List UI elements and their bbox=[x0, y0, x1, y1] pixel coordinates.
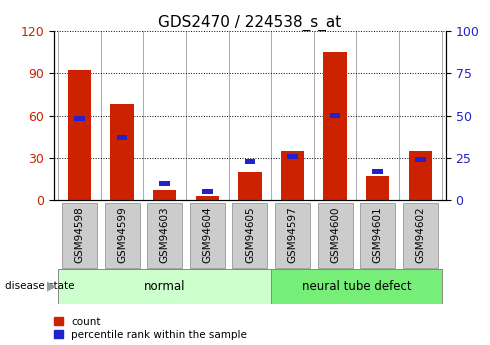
Bar bbox=[58, 269, 271, 304]
Text: GSM94597: GSM94597 bbox=[288, 206, 297, 263]
Text: disease state: disease state bbox=[5, 282, 74, 291]
Bar bbox=[245, 159, 255, 164]
FancyBboxPatch shape bbox=[403, 203, 438, 268]
Bar bbox=[202, 189, 213, 194]
Bar bbox=[271, 269, 441, 304]
Bar bbox=[110, 104, 134, 200]
FancyBboxPatch shape bbox=[147, 203, 182, 268]
Text: GSM94604: GSM94604 bbox=[202, 206, 212, 263]
Legend: count, percentile rank within the sample: count, percentile rank within the sample bbox=[54, 317, 247, 340]
Text: GSM94602: GSM94602 bbox=[416, 206, 425, 263]
FancyBboxPatch shape bbox=[360, 203, 395, 268]
FancyBboxPatch shape bbox=[232, 203, 268, 268]
Bar bbox=[409, 151, 432, 200]
Bar bbox=[238, 172, 262, 200]
FancyBboxPatch shape bbox=[318, 203, 353, 268]
Text: GSM94601: GSM94601 bbox=[373, 206, 383, 263]
Bar bbox=[74, 117, 85, 121]
Bar bbox=[323, 52, 347, 200]
Text: neural tube defect: neural tube defect bbox=[302, 280, 411, 293]
Bar bbox=[366, 176, 390, 200]
Title: GDS2470 / 224538_s_at: GDS2470 / 224538_s_at bbox=[158, 15, 342, 31]
FancyBboxPatch shape bbox=[62, 203, 97, 268]
Bar bbox=[196, 196, 219, 200]
Bar bbox=[281, 151, 304, 200]
Text: GSM94599: GSM94599 bbox=[117, 206, 127, 263]
Text: ▶: ▶ bbox=[47, 280, 56, 293]
FancyBboxPatch shape bbox=[190, 203, 225, 268]
Bar bbox=[117, 135, 127, 140]
Bar bbox=[415, 157, 426, 162]
Text: GSM94605: GSM94605 bbox=[245, 206, 255, 263]
FancyBboxPatch shape bbox=[275, 203, 310, 268]
Bar bbox=[330, 113, 341, 118]
Bar bbox=[372, 169, 383, 174]
Text: normal: normal bbox=[144, 280, 185, 293]
FancyBboxPatch shape bbox=[104, 203, 140, 268]
Bar bbox=[153, 190, 176, 200]
Text: GSM94600: GSM94600 bbox=[330, 206, 340, 263]
Text: GSM94603: GSM94603 bbox=[160, 206, 170, 263]
Bar bbox=[159, 181, 170, 186]
Bar bbox=[287, 154, 298, 159]
Text: GSM94598: GSM94598 bbox=[74, 206, 84, 263]
Bar bbox=[68, 70, 91, 200]
